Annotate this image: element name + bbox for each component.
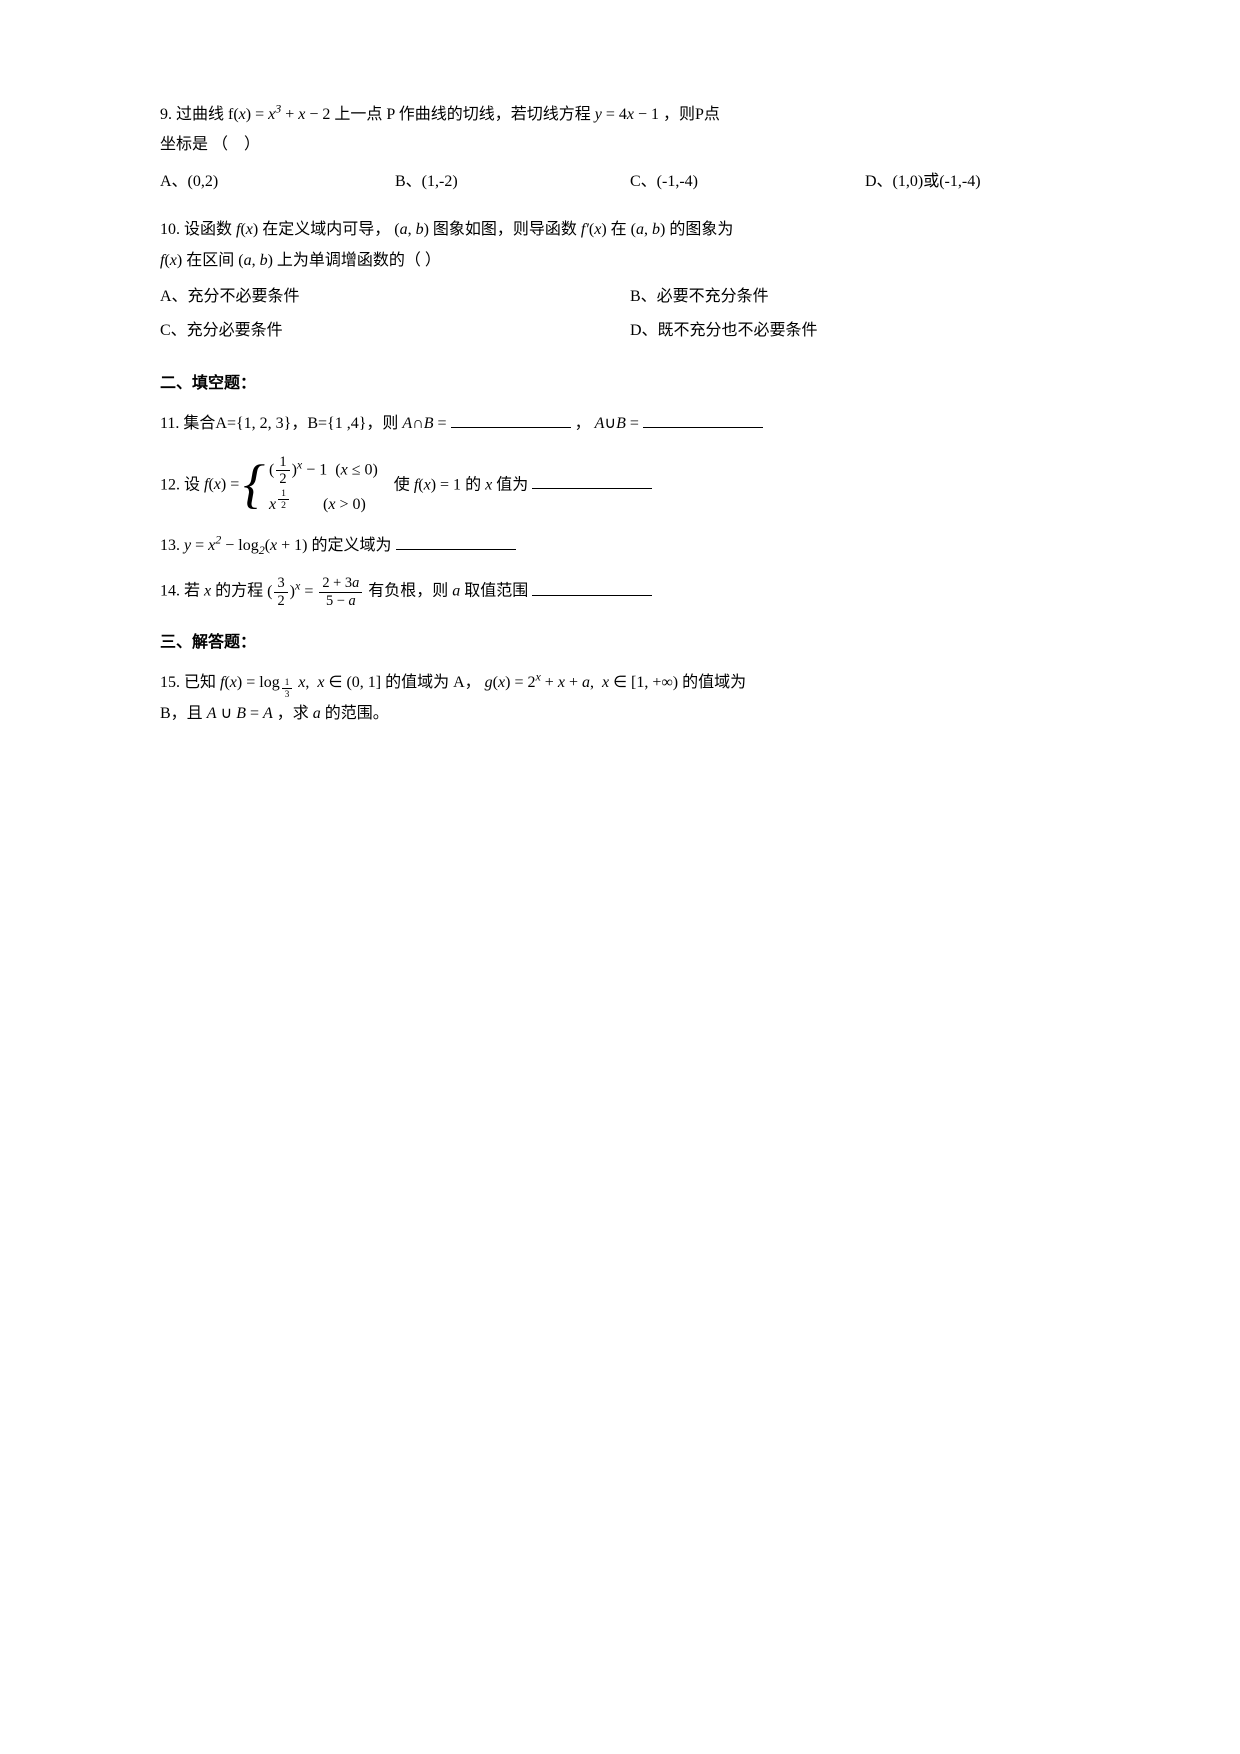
question-13: 13. y = x2 − log2(x + 1) 的定义域为 — [160, 531, 1100, 561]
q13-formula: y = x2 − log2(x + 1) — [184, 537, 308, 554]
q13-number: 13. — [160, 537, 180, 554]
q12-prefix: 设 — [184, 476, 200, 493]
q9-formula-fx: f(x) = x3 + x − 2 — [228, 106, 330, 123]
q11-AcapB: A∩B — [402, 415, 433, 432]
q10-choices: A、充分不必要条件 B、必要不充分条件 C、充分必要条件 D、既不充分也不必要条… — [160, 282, 1100, 351]
q10-p2: 在定义域内可导， — [262, 221, 390, 238]
q10-ab3: (a, b) — [238, 252, 273, 269]
q14-mid2: 有负根，则 — [368, 583, 448, 600]
q10-choice-D: D、既不充分也不必要条件 — [630, 316, 1100, 346]
question-15: 15. 已知 f(x) = log13 x, x ∈ (0, 1] 的值域为 A… — [160, 668, 1100, 730]
q10-ab2: (a, b) — [631, 221, 666, 238]
q11-number: 11. — [160, 415, 179, 432]
q15-AcupBeqA: A ∪ B = A — [207, 705, 273, 722]
q14-a: a — [452, 583, 460, 600]
q10-p3: 图象如图，则导函数 — [433, 221, 577, 238]
q13-blank — [396, 533, 516, 550]
exam-page: 9. 过曲线 f(x) = x3 + x − 2 上一点 P 作曲线的切线，若切… — [0, 0, 1240, 844]
q9-choice-B: B、(1,-2) — [395, 167, 630, 197]
section-3-title: 三、解答题： — [160, 628, 1100, 658]
q10-p1: 设函数 — [184, 221, 232, 238]
q15-l2prefix: B，且 — [160, 705, 203, 722]
q14-blank — [532, 579, 652, 596]
q15-a: a — [313, 705, 321, 722]
q12-blank — [532, 472, 652, 489]
question-12: 12. 设 f(x) = { (12)x − 1 (x ≤ 0) x12 (x … — [160, 454, 1100, 517]
q15-gx: g(x) = 2x + x + a, x ∈ [1, +∞) — [485, 674, 678, 691]
question-14: 14. 若 x 的方程 (32)x = 2 + 3a5 − a 有负根，则 a … — [160, 575, 1100, 609]
q11-eq2: = — [630, 415, 643, 432]
q9-choices: A、(0,2) B、(1,-2) C、(-1,-4) D、(1,0)或(-1,-… — [160, 167, 1100, 201]
q15-l2suffix: 的范围。 — [325, 705, 389, 722]
q15-line2: B，且 A ∪ B = A ，求 a 的范围。 — [160, 699, 1100, 729]
q9-choice-D: D、(1,0)或(-1,-4) — [865, 167, 1100, 197]
q10-p5: 的图象为 — [669, 221, 733, 238]
q10-l2p2: 在区间 — [186, 252, 234, 269]
q10-choice-A: A、充分不必要条件 — [160, 282, 630, 312]
q11-text: 集合A={1, 2, 3}，B={1 ,4}，则 — [183, 415, 398, 432]
q12-mid2: 的 — [465, 476, 481, 493]
q11-blank2 — [643, 411, 763, 428]
q12-piecewise: f(x) = { (12)x − 1 (x ≤ 0) x12 (x > 0) — [204, 476, 382, 493]
q10-p4: 在 — [611, 221, 627, 238]
q10-fx1: f(x) — [236, 221, 258, 238]
q12-fxeq1: f(x) = 1 — [414, 476, 461, 493]
q15-l2mid: ，求 — [277, 705, 309, 722]
question-10: 10. 设函数 f(x) 在定义域内可导， (a, b) 图象如图，则导函数 f… — [160, 215, 1100, 351]
q11-sep: ， — [575, 415, 591, 432]
q9-answer-paren: （ ） — [212, 130, 272, 160]
q12-mid: 使 — [394, 476, 410, 493]
q10-fx2: f(x) — [160, 252, 182, 269]
q9-choice-A: A、(0,2) — [160, 167, 395, 197]
q10-fprime: f′(x) — [581, 221, 607, 238]
q10-choice-C: C、充分必要条件 — [160, 316, 630, 346]
q9-mid: 上一点 P 作曲线的切线，若切线方程 — [334, 106, 590, 123]
q15-mid: 的值域为 A， — [385, 674, 481, 691]
section-2-title: 二、填空题： — [160, 369, 1100, 399]
q9-choice-C: C、(-1,-4) — [630, 167, 865, 197]
q12-suffix: 值为 — [496, 476, 528, 493]
q9-suffix: ，则P点 — [663, 106, 720, 123]
q11-mid: = — [438, 415, 451, 432]
q14-eq: (32)x = 2 + 3a5 − a — [267, 583, 364, 600]
q9-tail: 坐标是 — [160, 136, 208, 153]
q15-line1: 15. 已知 f(x) = log13 x, x ∈ (0, 1] 的值域为 A… — [160, 668, 1100, 700]
q11-blank1 — [451, 411, 571, 428]
q9-formula-y: y = 4x − 1 — [595, 106, 659, 123]
q10-l2p3: 上为单调增函数的（ ） — [277, 252, 441, 269]
q14-number: 14. — [160, 583, 180, 600]
q15-mid2: 的值域为 — [682, 674, 746, 691]
q15-prefix: 已知 — [184, 674, 216, 691]
q14-x: x — [204, 583, 211, 600]
q11-AcupB: A∪B — [595, 415, 626, 432]
q14-mid: 的方程 — [215, 583, 263, 600]
q10-number: 10. — [160, 221, 180, 238]
q12-x: x — [485, 476, 492, 493]
q14-suffix: 取值范围 — [464, 583, 528, 600]
q13-suffix: 的定义域为 — [312, 537, 392, 554]
q10-line2: f(x) 在区间 (a, b) 上为单调增函数的（ ） — [160, 246, 1100, 276]
q12-number: 12. — [160, 476, 180, 493]
q10-line1: 10. 设函数 f(x) 在定义域内可导， (a, b) 图象如图，则导函数 f… — [160, 215, 1100, 245]
question-9: 9. 过曲线 f(x) = x3 + x − 2 上一点 P 作曲线的切线，若切… — [160, 100, 1100, 201]
q9-prefix: 过曲线 — [176, 106, 224, 123]
q10-choice-B: B、必要不充分条件 — [630, 282, 1100, 312]
q9-text: 9. 过曲线 f(x) = x3 + x − 2 上一点 P 作曲线的切线，若切… — [160, 100, 1100, 130]
q15-fx: f(x) = log13 x, x ∈ (0, 1] — [220, 674, 381, 691]
q15-number: 15. — [160, 674, 180, 691]
q10-ab1: (a, b) — [394, 221, 429, 238]
q9-number: 9. — [160, 106, 172, 123]
q9-tail-line: 坐标是 （ ） — [160, 130, 1100, 160]
question-11: 11. 集合A={1, 2, 3}，B={1 ,4}，则 A∩B = ， A∪B… — [160, 409, 1100, 439]
q14-prefix: 若 — [184, 583, 200, 600]
